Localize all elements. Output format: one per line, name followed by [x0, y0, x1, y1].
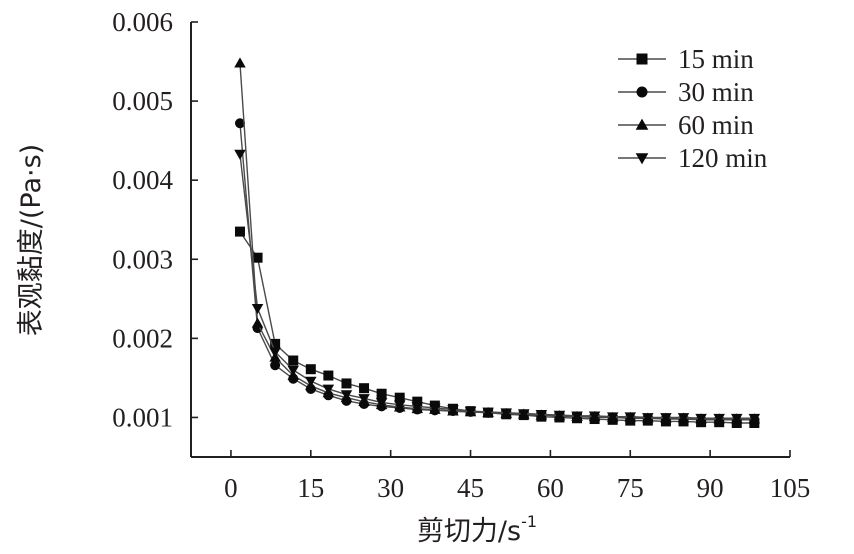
data-point: [234, 118, 245, 129]
y-tick-label: 0.004: [112, 165, 173, 195]
y-axis-label: 表观黏度/(Pa·s): [16, 144, 47, 336]
data-point: [322, 384, 335, 395]
data-point: [269, 347, 281, 358]
series-line: [239, 231, 755, 424]
series-triangle-up: [234, 57, 761, 424]
x-tick-label: 45: [457, 473, 484, 503]
data-point: [251, 303, 264, 315]
x-ticks: 0 15 30 45 60 75 90 105: [224, 450, 810, 503]
data-point: [270, 360, 281, 371]
y-tick-label: 0.001: [112, 402, 173, 432]
axes: [190, 22, 790, 458]
data-point: [234, 149, 246, 160]
data-point: [624, 412, 637, 423]
data-point: [234, 226, 245, 237]
data-point: [251, 317, 264, 328]
data-point: [500, 408, 512, 419]
x-tick-label: 90: [697, 473, 724, 503]
y-tick-label: 0.002: [112, 323, 173, 353]
y-ticks: 0.001 0.002 0.003 0.004 0.005 0.006: [112, 7, 198, 432]
x-tick-label: 15: [297, 473, 324, 503]
data-point: [429, 403, 441, 414]
data-point: [394, 392, 405, 403]
data-point: [270, 338, 281, 349]
legend-label: 60 min: [678, 110, 754, 140]
data-point: [535, 409, 548, 421]
data-point: [447, 405, 459, 416]
data-point: [464, 406, 477, 417]
legend-label: 15 min: [678, 44, 754, 74]
data-point: [341, 378, 352, 389]
legend-item: 15 min: [618, 44, 754, 74]
data-point: [287, 365, 299, 376]
y-tick-label: 0.003: [112, 244, 173, 274]
data-point: [606, 412, 619, 423]
data-point: [553, 410, 566, 421]
data-point: [252, 252, 263, 263]
data-point: [748, 413, 761, 424]
y-tick-label: 0.005: [112, 86, 173, 116]
x-tick-label: 75: [617, 473, 644, 503]
legend-marker: [635, 118, 649, 130]
legend-item: 60 min: [618, 110, 754, 140]
data-point: [305, 364, 316, 375]
legend-item: 120 min: [618, 143, 768, 173]
data-point: [234, 57, 246, 68]
data-point: [358, 394, 370, 405]
x-tick-label: 60: [537, 473, 564, 503]
data-point: [375, 398, 388, 409]
data-point: [482, 407, 494, 418]
data-point: [713, 413, 725, 424]
series-layer: [234, 57, 761, 428]
series-line: [239, 154, 755, 419]
data-point: [518, 409, 530, 420]
data-point: [340, 390, 353, 401]
data-point: [695, 413, 707, 424]
x-tick-label: 30: [377, 473, 404, 503]
data-point: [376, 388, 387, 399]
data-point: [288, 355, 299, 366]
data-point: [731, 413, 743, 424]
x-tick-label: 0: [224, 473, 238, 503]
legend-marker: [636, 86, 648, 98]
x-axis-label-main: 剪切力/s: [417, 516, 521, 547]
data-point: [588, 411, 601, 422]
y-tick-label: 0.006: [112, 7, 173, 37]
legend-marker: [635, 153, 649, 165]
data-point: [393, 400, 406, 411]
x-axis-label: 剪切力/s-1: [417, 512, 537, 547]
x-axis-label-sup: -1: [521, 512, 537, 531]
legend-label: 120 min: [678, 143, 768, 173]
data-point: [412, 396, 423, 407]
legend-item: 30 min: [618, 77, 754, 107]
legend-marker: [636, 53, 648, 65]
data-point: [660, 413, 672, 424]
legend-label: 30 min: [678, 77, 754, 107]
data-point: [642, 413, 654, 424]
data-point: [305, 376, 317, 387]
data-point: [571, 411, 583, 422]
data-point: [677, 413, 690, 424]
x-tick-label: 105: [770, 473, 811, 503]
series-square: [234, 226, 760, 428]
data-point: [359, 383, 370, 394]
data-point: [323, 370, 334, 381]
data-point: [411, 402, 424, 413]
series-triangle-down: [234, 149, 761, 424]
